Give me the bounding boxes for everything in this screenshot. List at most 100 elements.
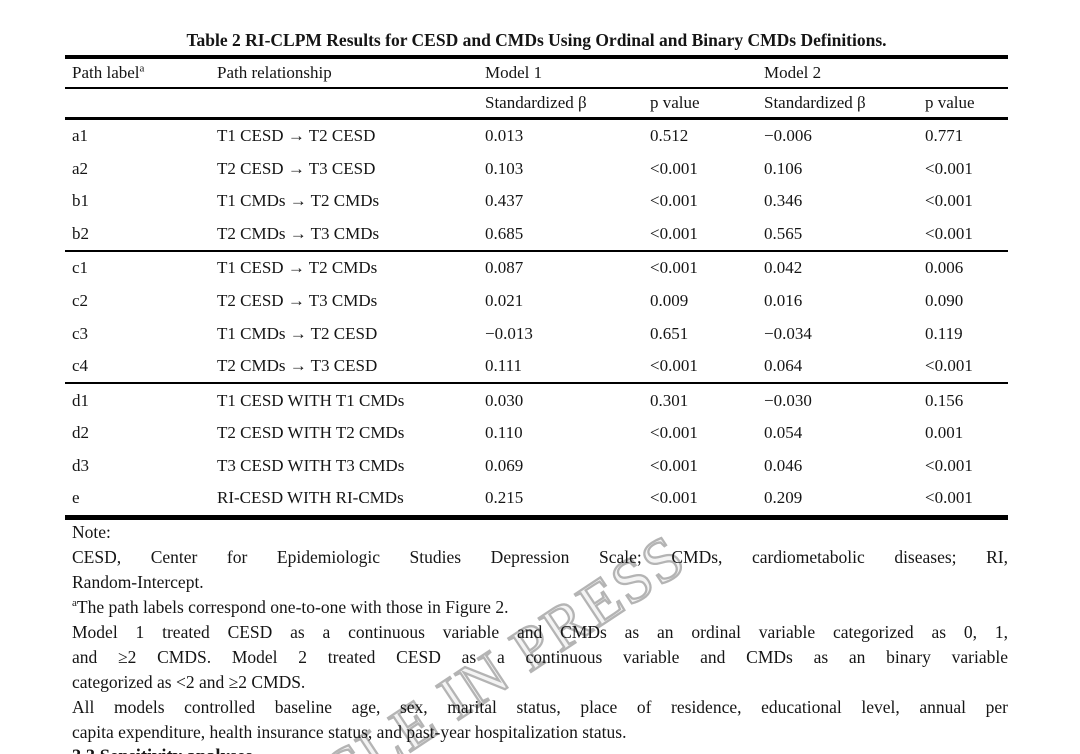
cell-path-label: a2 (72, 158, 89, 178)
cell-path-label: c1 (72, 258, 89, 278)
table-row: b1 T1 CMDs → T2 CMDs 0.437 <0.001 0.346 <0.00… (65, 185, 1008, 218)
cell-model2-p: 0.771 (925, 126, 964, 146)
cell-model1-beta: 0.110 (485, 423, 523, 443)
controls-line-1: All models controlled baseline age, sex,… (72, 697, 1008, 717)
controls-line-2: capita expenditure, health insurance sta… (72, 722, 627, 742)
cell-path-label: d1 (72, 390, 89, 410)
cell-model2-p: 0.006 (925, 258, 964, 278)
header-std-beta-model1: Standardized β (485, 93, 587, 112)
model-definition-line-1: Model 1 treated CESD as a continuous var… (72, 622, 1008, 642)
cell-model2-p: <0.001 (925, 223, 973, 243)
header-std-beta-model2: Standardized β (764, 93, 866, 112)
model-definition-line-2: and ≥2 CMDS. Model 2 treated CESD as a c… (72, 647, 1008, 667)
cell-path-relationship: T1 CMDs → T2 CMDs (217, 191, 380, 211)
cell-path-relationship: T1 CESD WITH T1 CMDs (217, 390, 405, 410)
note-heading: Note: (72, 522, 111, 542)
table-body: a1 T1 CESD → T2 CESD 0.013 0.512 −0.006 0.771… (65, 120, 1008, 515)
cell-path-relationship: T2 CMDs → T3 CMDs (217, 223, 380, 243)
cell-model1-beta: 0.685 (485, 223, 524, 243)
next-section-heading: 3.3 Sensitivity analyses (72, 745, 1008, 754)
cell-path-label: d2 (72, 423, 89, 443)
table-row: a2 T2 CESD → T3 CESD 0.103 <0.001 0.106 <0.00… (65, 153, 1008, 186)
abbreviations-line-2: Random-Intercept. (72, 572, 204, 592)
table-row: c2 T2 CESD → T3 CMDs 0.021 0.009 0.016 0.090 (65, 285, 1008, 318)
cell-model2-p: <0.001 (925, 455, 973, 475)
cell-model1-beta: 0.021 (485, 291, 524, 310)
path-label-superscript: a (139, 62, 145, 75)
cell-path-label: a1 (72, 126, 89, 146)
cell-model2-beta: 0.064 (764, 356, 803, 376)
header-p-value-model1: p value (650, 93, 700, 112)
cell-model1-p: 0.301 (650, 390, 689, 410)
cell-model1-beta: 0.437 (485, 191, 524, 211)
cell-path-relationship: T1 CESD → T2 CMDs (217, 258, 378, 278)
cell-path-relationship: T2 CESD → T3 CMDs (217, 291, 378, 310)
cell-model2-p: <0.001 (925, 488, 973, 508)
cell-model2-p: 0.001 (925, 423, 964, 443)
model-definition-line-3: categorized as <2 and ≥2 CMDS. (72, 672, 306, 692)
cell-model2-beta: 0.346 (764, 191, 803, 211)
cell-path-label: b2 (72, 223, 89, 243)
cell-path-label: b1 (72, 191, 89, 211)
cell-model1-beta: 0.069 (485, 455, 524, 475)
cell-model2-beta: 0.046 (764, 455, 803, 475)
table-title: Table 2 RI-CLPM Results for CESD and CMD… (186, 30, 887, 50)
cell-model1-p: 0.651 (650, 323, 689, 343)
footnote-a-superscript: a (72, 597, 77, 610)
cell-path-relationship: T2 CESD → T3 CESD (217, 158, 376, 178)
table-row: d1 T1 CESD WITH T1 CMDs 0.030 0.301 −0.030 0.… (65, 384, 1008, 417)
abbreviations-line-1: CESD, Center for Epidemiologic Studies D… (72, 547, 1008, 567)
cell-model1-beta: 0.030 (485, 390, 524, 410)
table-header-row-1: Path labela Path relationship Model 1 Mo… (65, 59, 1008, 89)
cell-model2-p: <0.001 (925, 356, 973, 376)
table-row: e RI-CESD WITH RI-CMDs 0.215 <0.001 0.209 <0.… (65, 482, 1008, 515)
cell-path-relationship: T2 CESD WITH T2 CMDs (217, 423, 405, 443)
table-header-row-2: Standardized β p value Standardized β p … (65, 89, 1008, 120)
cell-model1-beta: 0.103 (485, 158, 524, 178)
cell-model1-p: <0.001 (650, 258, 698, 278)
header-p-value-model2: p value (925, 93, 975, 112)
cell-path-relationship: T2 CMDs → T3 CESD (217, 356, 378, 376)
cell-model2-p: <0.001 (925, 158, 973, 178)
cell-model1-beta: 0.087 (485, 258, 524, 278)
cell-model1-p: <0.001 (650, 455, 698, 475)
header-model-1: Model 1 (485, 63, 543, 82)
table-row: c4 T2 CMDs → T3 CESD 0.111 <0.001 0.064 <0.00… (65, 350, 1008, 385)
cell-model1-beta: 0.215 (485, 488, 524, 508)
cell-model2-beta: −0.006 (764, 126, 812, 146)
cell-model2-beta: 0.042 (764, 258, 803, 278)
cell-path-label: c2 (72, 291, 89, 310)
cell-model2-beta: 0.209 (764, 488, 803, 508)
cell-model1-beta: −0.013 (485, 323, 533, 343)
cell-path-label: c4 (72, 356, 89, 376)
table-row: c1 T1 CESD → T2 CMDs 0.087 <0.001 0.042 0.006 (65, 252, 1008, 285)
cell-model1-p: <0.001 (650, 356, 698, 376)
cell-model2-beta: 0.016 (764, 291, 803, 310)
cell-model2-beta: 0.565 (764, 223, 803, 243)
cell-model1-p: 0.009 (650, 291, 689, 310)
cell-path-relationship: RI-CESD WITH RI-CMDs (217, 488, 404, 508)
cell-model2-p: <0.001 (925, 191, 973, 211)
cell-path-relationship: T1 CESD → T2 CESD (217, 126, 376, 146)
table-row: c3 T1 CMDs → T2 CESD −0.013 0.651 −0.034 0.11… (65, 317, 1008, 350)
cell-model2-beta: 0.054 (764, 423, 803, 443)
table-row: b2 T2 CMDs → T3 CMDs 0.685 <0.001 0.565 <0.00… (65, 218, 1008, 253)
cell-model1-p: <0.001 (650, 191, 698, 211)
cell-model1-p: <0.001 (650, 223, 698, 243)
header-path-label: Path labela (72, 62, 145, 82)
cell-model1-beta: 0.111 (485, 356, 522, 376)
cell-model1-beta: 0.013 (485, 126, 524, 146)
header-model-2: Model 2 (764, 63, 822, 82)
table-row: a1 T1 CESD → T2 CESD 0.013 0.512 −0.006 0.771 (65, 120, 1008, 153)
cell-model2-beta: −0.030 (764, 390, 812, 410)
footnote-a: aThe path labels correspond one-to-one w… (72, 597, 509, 617)
cell-path-relationship: T1 CMDs → T2 CESD (217, 323, 378, 343)
cell-path-label: d3 (72, 455, 89, 475)
cell-model1-p: <0.001 (650, 423, 698, 443)
cell-path-label: e (72, 488, 80, 508)
table-notes: Note: CESD, Center for Epidemiologic Stu… (72, 520, 1008, 754)
cell-model2-p: 0.090 (925, 291, 964, 310)
cell-model2-beta: −0.034 (764, 323, 812, 343)
